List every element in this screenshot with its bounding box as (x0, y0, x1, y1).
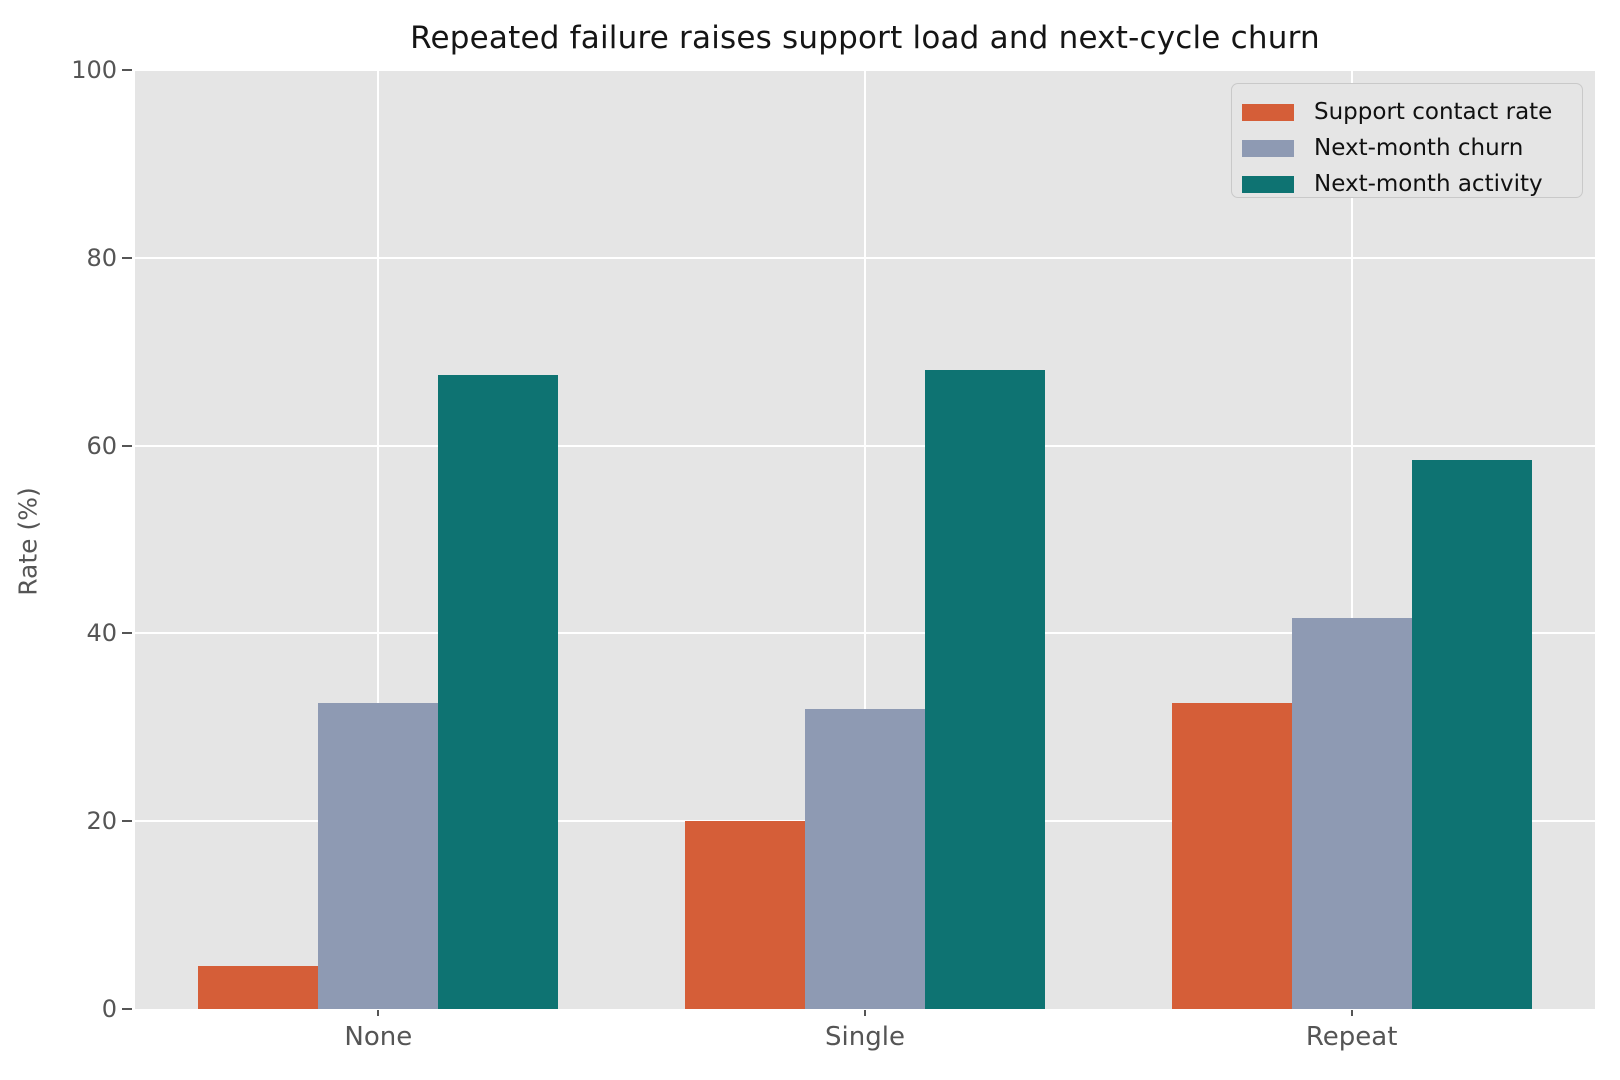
y-tick-mark-80 (122, 256, 132, 259)
legend-item-1: Next-month churn (1232, 130, 1582, 166)
bar-single-1 (805, 708, 925, 1009)
y-tick-mark-0 (122, 1008, 132, 1010)
legend-label-2: Next-month activity (1314, 171, 1543, 197)
x-tick-label-None: None (344, 1022, 413, 1052)
y-tick-mark-60 (122, 444, 132, 447)
bar-none-1 (318, 702, 439, 1009)
legend: Support contact rate Next-month churn Next… (1231, 83, 1583, 198)
y-tick-label-80: 80 (86, 243, 117, 272)
bar-repeat-0 (1171, 702, 1292, 1009)
x-tick-label-Single: Single (825, 1022, 905, 1052)
legend-label-1: Next-month churn (1314, 135, 1524, 161)
legend-label-0: Support contact rate (1314, 99, 1553, 125)
bar-single-0 (685, 821, 805, 1009)
y-tick-label-20: 20 (86, 807, 117, 836)
bar-none-2 (438, 375, 559, 1009)
legend-item-2: Next-month activity (1232, 166, 1582, 202)
gridline-v-None (377, 70, 380, 1009)
y-tick-mark-100 (122, 69, 132, 71)
gridline-v-Repeat (1350, 70, 1353, 1009)
legend-item-0: Support contact rate (1232, 94, 1582, 130)
y-tick-mark-20 (122, 820, 132, 823)
bar-repeat-2 (1411, 459, 1532, 1009)
x-tick-mark-Single (864, 1010, 866, 1016)
y-tick-mark-40 (122, 632, 132, 635)
y-tick-label-0: 0 (101, 995, 117, 1023)
bar-none-0 (198, 965, 319, 1009)
bar-repeat-1 (1291, 618, 1412, 1009)
y-tick-label-40: 40 (86, 619, 117, 648)
y-axis-label: Rate (%) (13, 487, 43, 596)
legend-swatch-0 (1242, 103, 1294, 121)
bar-single-2 (925, 370, 1045, 1009)
legend-swatch-2 (1242, 175, 1294, 193)
x-tick-label-Repeat: Repeat (1305, 1022, 1398, 1052)
legend-swatch-1 (1242, 139, 1294, 157)
chart-title: Repeated failure raises support load and… (410, 20, 1320, 56)
plot-area (135, 70, 1595, 1009)
y-tick-label-100: 100 (71, 56, 117, 84)
y-tick-label-60: 60 (86, 431, 117, 460)
x-tick-mark-None (377, 1010, 380, 1016)
x-tick-mark-Repeat (1350, 1010, 1353, 1016)
gridline-v-Single (864, 70, 866, 1009)
